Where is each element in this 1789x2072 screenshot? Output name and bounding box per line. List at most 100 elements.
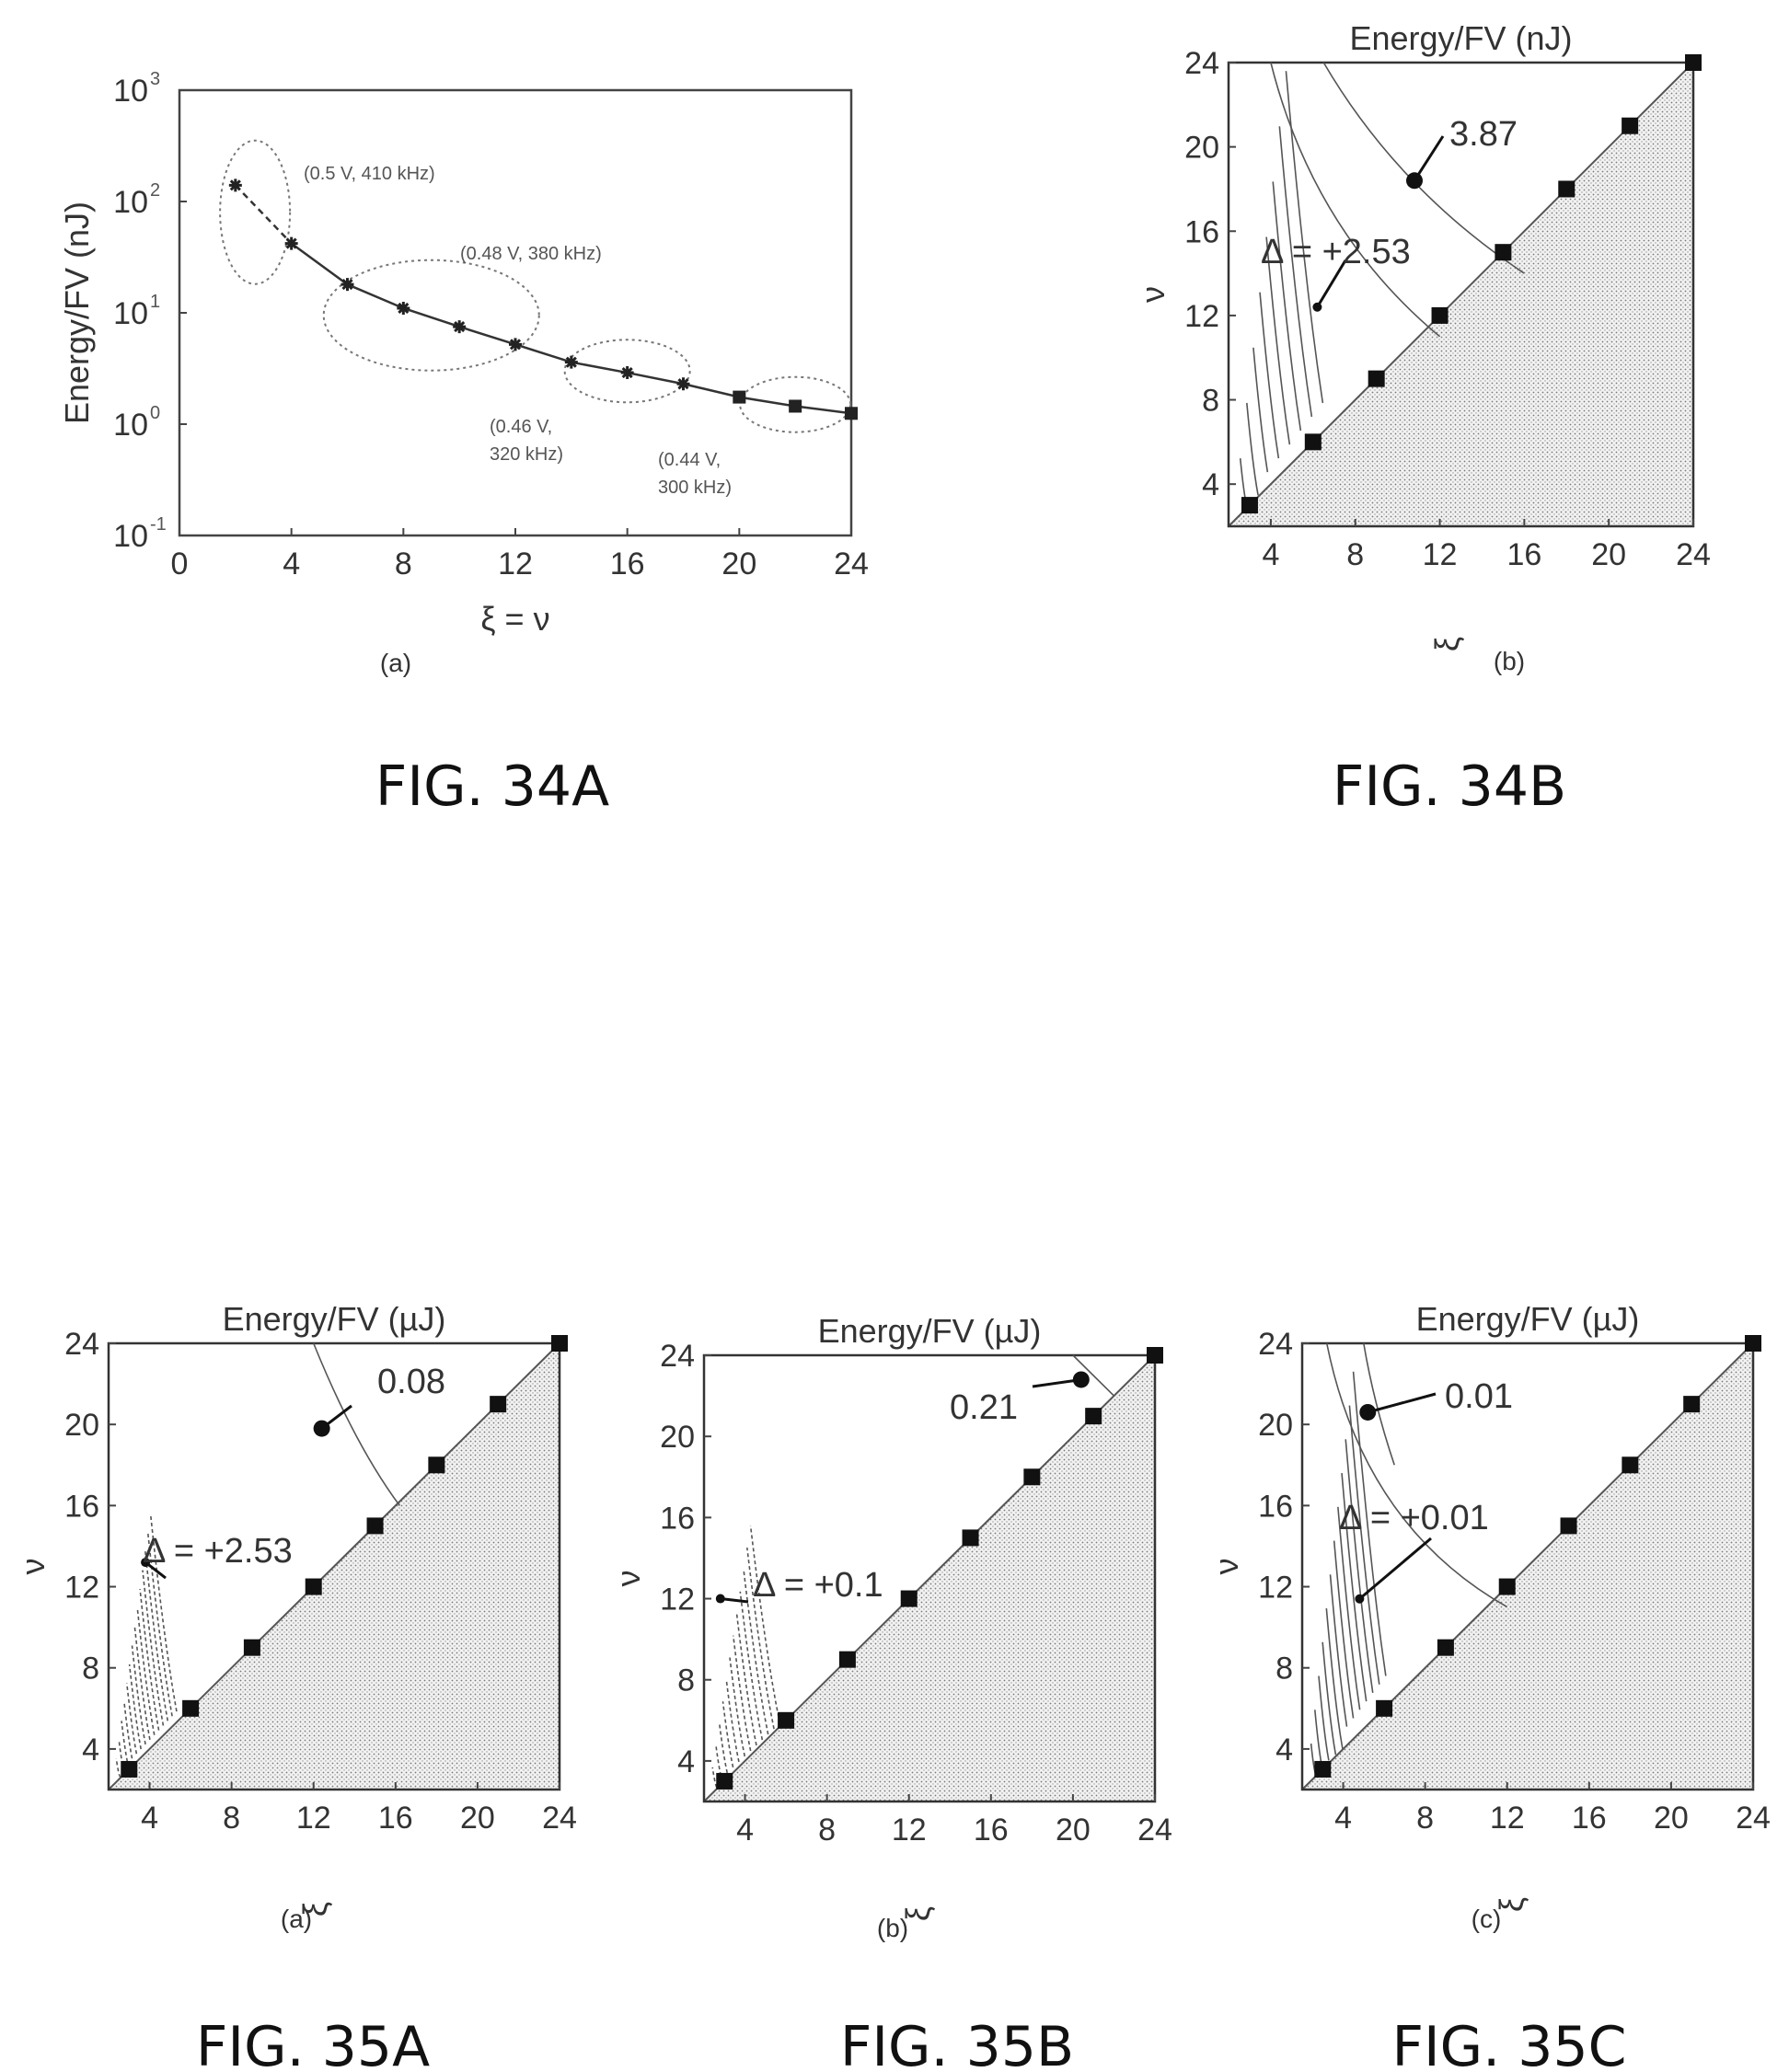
callout-label: Δ = +2.53	[143, 1532, 293, 1571]
contour-line	[1352, 1371, 1387, 1676]
figure-caption: FIG. 34A	[375, 754, 609, 819]
data-marker	[1376, 1699, 1393, 1717]
plot-frame	[1300, 1341, 1755, 1791]
y-tick-base: 10	[113, 185, 148, 220]
data-marker	[778, 1711, 795, 1729]
data-marker	[1368, 370, 1385, 387]
region-ellipse	[563, 339, 691, 404]
x-tick-label: 16	[1572, 1801, 1607, 1836]
y-tick-label: 24	[1184, 46, 1219, 81]
y-tick-exponent: 1	[150, 292, 160, 312]
figure-caption: FIG. 35A	[196, 2015, 430, 2072]
data-point	[284, 236, 298, 250]
callout-arrow	[1316, 259, 1347, 308]
annotation-label: 320 kHz)	[490, 444, 563, 465]
data-marker	[551, 1335, 568, 1352]
x-tick-label: 12	[1423, 537, 1458, 572]
data-point	[228, 178, 242, 192]
x-axis-label: ξ	[296, 1902, 334, 1917]
chart-title: Energy/FV (µJ)	[1416, 1300, 1640, 1338]
y-tick-label: 20	[660, 1420, 695, 1455]
data-marker	[838, 1651, 856, 1668]
y-tick-label: 4	[1202, 467, 1219, 502]
x-tick-label: 4	[1262, 537, 1279, 572]
y-axis-label: ν	[1134, 286, 1172, 303]
subfigure-label: (a)	[380, 649, 411, 677]
contour-line	[1341, 1473, 1368, 1702]
plot-frame	[178, 88, 853, 537]
data-marker	[305, 1578, 322, 1595]
y-tick-base: 10	[113, 519, 148, 554]
y-tick-label: 20	[1184, 131, 1219, 166]
data-marker	[900, 1590, 918, 1607]
data-marker	[1023, 1468, 1041, 1486]
contour-line	[749, 1525, 781, 1724]
callout-label: Δ = +0.1	[753, 1566, 883, 1605]
callout-arrow	[1032, 1377, 1082, 1388]
data-marker	[1304, 433, 1322, 451]
data-marker	[1147, 1347, 1163, 1364]
y-axis-label: ν	[14, 1559, 52, 1575]
data-marker	[490, 1396, 507, 1413]
y-tick-label: 20	[64, 1408, 99, 1443]
chart-title: Energy/FV (µJ)	[818, 1312, 1042, 1350]
y-axis-label: ν	[1207, 1559, 1245, 1575]
y-tick-label: 24	[660, 1339, 695, 1374]
contour-line	[1348, 1405, 1380, 1685]
data-point	[733, 390, 746, 404]
y-tick-label: 12	[1184, 299, 1219, 334]
callout-label: 3.87	[1449, 115, 1518, 154]
plot-frame	[107, 1341, 561, 1791]
data-point	[453, 320, 467, 334]
y-tick-base: 10	[113, 296, 148, 331]
x-axis-label: ξ	[899, 1906, 937, 1921]
chart-fig35c: 4 8 12 16 20 24 4 8 12 16 20 24 Energy/FV (µJ) ν ξ(c) F…	[1207, 1300, 1771, 2072]
contour-line	[1363, 1342, 1395, 1466]
data-marker	[1622, 117, 1639, 134]
contour-line	[118, 1739, 125, 1772]
callout-label: Δ = +2.53	[1261, 233, 1411, 271]
callout-label: 0.21	[950, 1388, 1018, 1427]
data-point	[620, 366, 634, 380]
callout-arrow	[1358, 1537, 1432, 1600]
x-axis-label: ξ	[1428, 637, 1466, 651]
chart-title: Energy/FV (nJ)	[1349, 19, 1572, 57]
contour-line	[123, 1701, 134, 1766]
contour-line	[1314, 1709, 1323, 1767]
x-axis-label: ξ	[1493, 1897, 1530, 1912]
x-tick-label: 12	[296, 1801, 331, 1836]
subfigure-label: (b)	[1494, 647, 1525, 675]
y-tick-exponent: 2	[150, 180, 160, 201]
callout-arrow	[320, 1404, 352, 1430]
data-marker	[182, 1699, 200, 1717]
callout-arrow	[144, 1560, 167, 1580]
plot-frame	[702, 1353, 1157, 1803]
y-tick-label: 4	[1275, 1732, 1293, 1767]
callout-label: Δ = +0.01	[1339, 1499, 1489, 1537]
data-point	[676, 377, 690, 391]
y-tick-exponent: -1	[150, 514, 167, 535]
contour-line	[1329, 1574, 1348, 1727]
x-tick-label: 16	[974, 1813, 1009, 1848]
contour-line	[739, 1591, 764, 1741]
contour-line	[1265, 236, 1291, 445]
data-marker	[1558, 180, 1575, 198]
y-axis-label: ν	[609, 1571, 647, 1587]
y-tick-label: 4	[677, 1744, 695, 1779]
x-tick-label: 24	[834, 547, 869, 581]
x-tick-label: 20	[1591, 537, 1626, 572]
chart-fig35b: 4 8 12 16 20 24 4 8 12 16 20 24 Energy/FV (µJ) ν ξ(b) F…	[609, 1312, 1172, 2072]
contour-line	[725, 1679, 740, 1763]
contour-line	[746, 1547, 775, 1730]
contour-line	[1322, 1641, 1337, 1755]
contour-line	[1259, 292, 1280, 459]
y-tick-label: 4	[82, 1732, 99, 1767]
data-marker	[716, 1772, 733, 1790]
x-tick-label: 20	[460, 1801, 495, 1836]
data-marker	[1437, 1639, 1454, 1656]
data-marker	[428, 1456, 445, 1474]
contour-line	[1072, 1354, 1115, 1397]
subfigure-label: (c)	[1472, 1905, 1502, 1933]
data-marker	[243, 1639, 260, 1656]
